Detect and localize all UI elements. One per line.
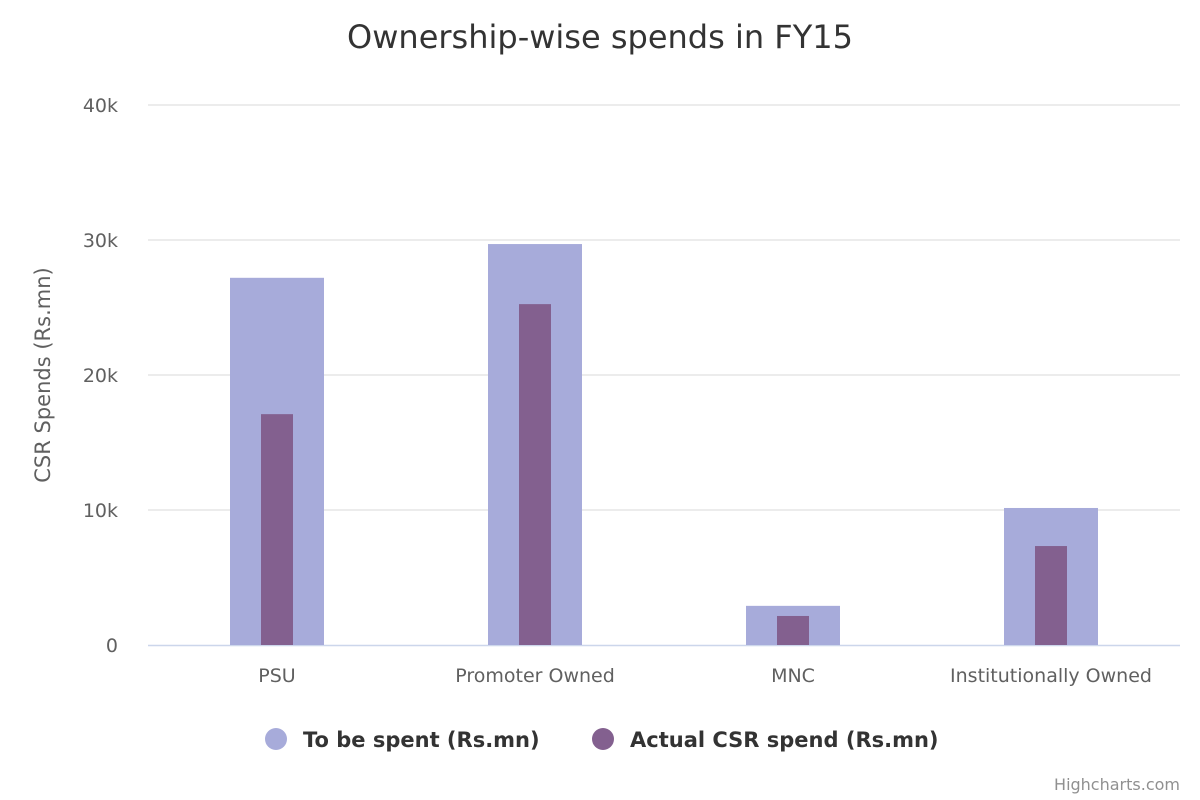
bars (230, 244, 1098, 646)
bar-actual-spend[interactable] (519, 304, 551, 645)
x-tick-label: Promoter Owned (455, 665, 615, 687)
bar-actual-spend[interactable] (1035, 546, 1067, 645)
x-tick-label: MNC (771, 665, 815, 687)
legend: To be spent (Rs.mn) Actual CSR spend (Rs.… (265, 728, 939, 752)
y-tick-label: 30k (83, 230, 118, 252)
y-tick-label: 0 (106, 635, 118, 657)
legend-label: To be spent (Rs.mn) (303, 728, 540, 752)
x-axis: PSU Promoter Owned MNC Institutionally Owne… (258, 665, 1152, 687)
y-tick-label: 40k (83, 95, 118, 117)
legend-label: Actual CSR spend (Rs.mn) (630, 728, 939, 752)
x-tick-label: PSU (258, 665, 295, 687)
bar-actual-spend[interactable] (777, 615, 809, 645)
y-tick-label: 10k (83, 500, 118, 522)
x-tick-label: Institutionally Owned (950, 665, 1152, 687)
credits-link[interactable]: Highcharts.com (1054, 775, 1180, 794)
bar-actual-spend[interactable] (261, 414, 293, 645)
legend-item[interactable]: To be spent (Rs.mn) (265, 728, 540, 752)
legend-marker-icon (265, 728, 287, 750)
chart-title: Ownership-wise spends in FY15 (347, 18, 853, 56)
legend-marker-icon (592, 728, 614, 750)
y-tick-label: 20k (83, 365, 118, 387)
legend-item[interactable]: Actual CSR spend (Rs.mn) (592, 728, 939, 752)
y-axis-label: CSR Spends (Rs.mn) (31, 267, 55, 482)
